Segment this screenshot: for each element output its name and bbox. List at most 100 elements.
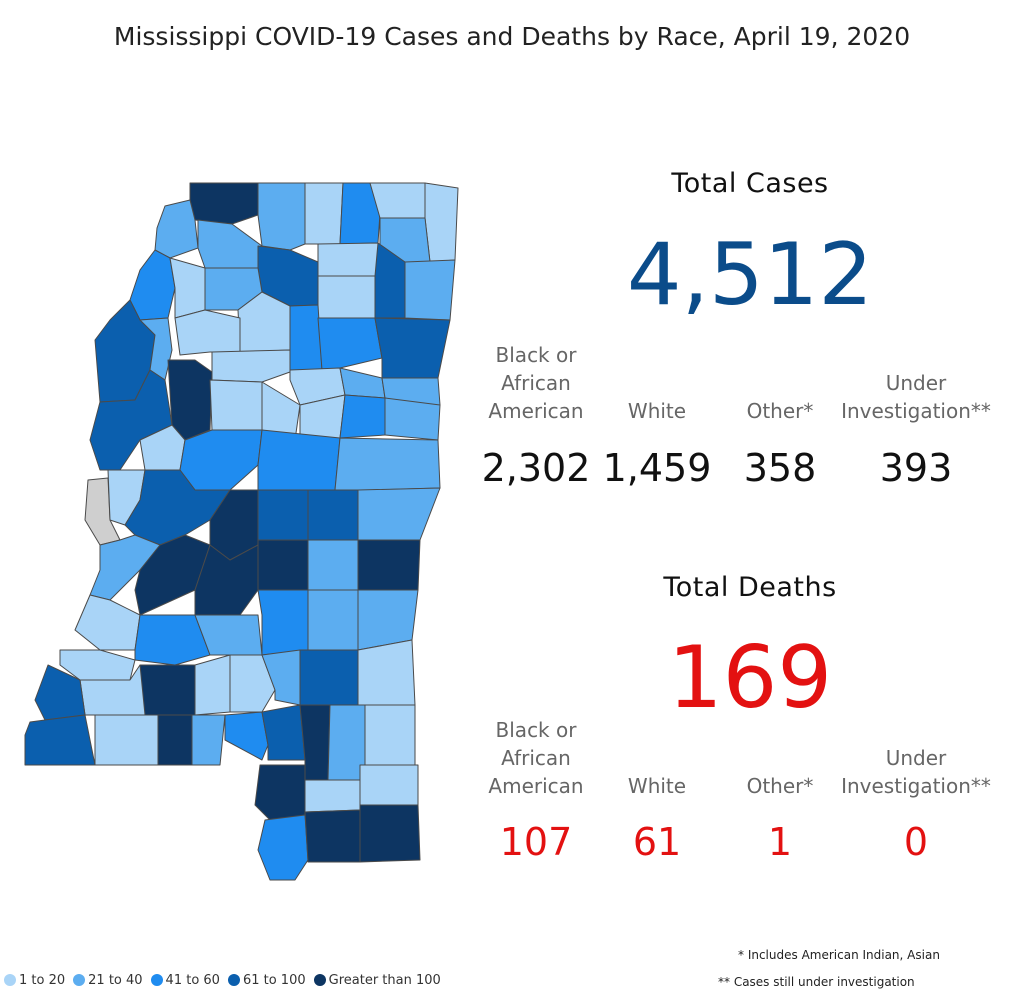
deaths-category-label-line: African [501, 746, 571, 770]
county-shape [194, 654, 231, 716]
county-shape [157, 714, 193, 766]
county-shape [357, 487, 441, 541]
deaths-category-label: Other* [690, 772, 870, 800]
total-deaths-value: 169 [667, 628, 833, 728]
deaths-category-value: 1 [767, 820, 793, 864]
county-shape [384, 397, 441, 441]
cases-category-label: Under Investigation** [826, 369, 1006, 425]
county-shape [369, 182, 426, 219]
cases-category-label-line: Under [885, 371, 947, 395]
deaths-category-value: 0 [903, 820, 929, 864]
legend-item: Greater than 100 [313, 972, 441, 988]
deaths-category-label: White [567, 772, 747, 800]
deaths-category-value: 107 [499, 820, 573, 864]
county-shape [209, 379, 263, 431]
note-investigation: ** Cases still under investigation [718, 975, 915, 989]
county-shape [257, 489, 309, 541]
county-shape [404, 259, 456, 321]
cases-category-label: Black or African American [446, 341, 626, 425]
legend-item: 21 to 40 [73, 972, 143, 988]
county-shape [307, 489, 359, 541]
cases-category-label: White [567, 397, 747, 425]
deaths-category-label: Under Investigation** [826, 744, 1006, 800]
county-shape [357, 639, 416, 706]
deaths-category-label-line: Under [885, 746, 947, 770]
legend-item: 1 to 20 [4, 973, 65, 988]
county-shape [304, 779, 361, 813]
county-shape [154, 199, 199, 259]
county-shape [224, 711, 269, 761]
county-shape [211, 349, 291, 383]
county-shape [327, 704, 366, 781]
county-shape [257, 539, 309, 591]
county-shape [364, 704, 416, 766]
cases-category-value: 1,459 [602, 446, 712, 490]
county-shape [197, 219, 263, 269]
county-shape [307, 539, 359, 591]
county-shape [374, 317, 451, 379]
county-shape [299, 649, 359, 706]
cases-category-value: 393 [879, 446, 953, 490]
legend-label: Greater than 100 [328, 972, 441, 988]
county-shape [424, 182, 459, 263]
cases-category-label-line: Other* [746, 399, 814, 423]
county-shape [334, 437, 441, 491]
legend-swatch [4, 974, 16, 986]
county-shape [257, 429, 341, 491]
deaths-category-label-line: Other* [746, 774, 814, 798]
county-shape [307, 589, 359, 651]
deaths-category-label-line: American [488, 774, 584, 798]
county-shape [94, 714, 159, 766]
deaths-category-value: 61 [632, 820, 682, 864]
county-shape [174, 309, 241, 356]
county-shape [191, 714, 226, 766]
county-shape [257, 182, 306, 251]
legend-item: 61 to 100 [227, 972, 306, 988]
map-legend: 1 to 20 21 to 40 41 to 60 61 to 100 Greater … [4, 970, 449, 990]
county-shape [189, 182, 259, 225]
legend-label: 61 to 100 [242, 972, 306, 988]
deaths-category-label-line: Black or [495, 718, 577, 742]
county-shape [139, 664, 196, 716]
county-shape [304, 182, 344, 245]
page-title: Mississippi COVID-19 Cases and Deaths by… [113, 22, 911, 51]
county-shape [134, 534, 211, 616]
county-shape [257, 589, 309, 656]
legend-label: 1 to 20 [19, 972, 66, 988]
legend-label: 21 to 40 [88, 972, 143, 988]
county-shape [339, 367, 386, 399]
county-shape [129, 249, 176, 321]
cases-category-label-line: White [627, 399, 687, 423]
county-shape [261, 649, 301, 706]
county-shape [229, 654, 276, 713]
cases-category-label-line: Investigation** [841, 399, 991, 423]
county-shape [317, 242, 379, 277]
note-other: * Includes American Indian, Asian [738, 948, 940, 962]
county-shape [74, 594, 141, 651]
county-shape [339, 182, 381, 245]
county-shape [359, 804, 421, 863]
legend-swatch [227, 974, 240, 986]
legend-label: 41 to 60 [165, 972, 220, 988]
county-shape [179, 429, 263, 491]
cases-category-label: Other* [690, 397, 870, 425]
county-shape [317, 317, 383, 371]
legend-item: 41 to 60 [150, 972, 220, 988]
deaths-category-label-line: White [627, 774, 687, 798]
deaths-category-label: Black or African American [446, 716, 626, 800]
county-shape [289, 304, 323, 371]
total-deaths-heading: Total Deaths [663, 572, 837, 603]
cases-category-label-line: American [488, 399, 584, 423]
county-shape [257, 814, 309, 881]
county-shape [359, 764, 419, 806]
county-shape [339, 394, 386, 439]
county-shape [261, 704, 306, 761]
county-shape [169, 257, 206, 319]
legend-swatch [73, 974, 86, 986]
cases-category-value: 358 [743, 446, 817, 490]
cases-category-value: 2,302 [481, 446, 591, 490]
county-shape [304, 809, 361, 863]
legend-swatch [313, 974, 326, 986]
legend-swatch [150, 974, 163, 986]
